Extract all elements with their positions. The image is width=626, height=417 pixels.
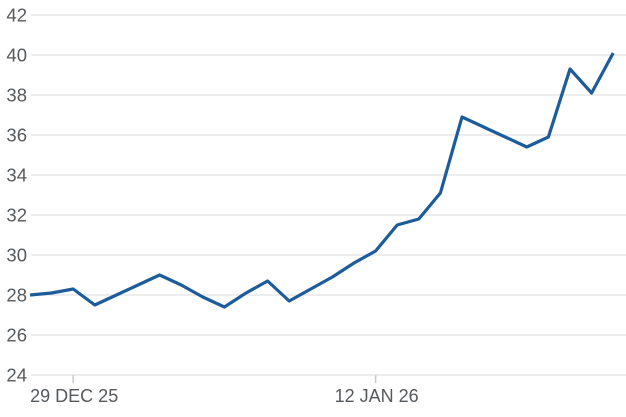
y-axis-label: 38 [6,85,27,106]
y-axis-label: 34 [6,165,27,186]
x-axis-label: 29 DEC 25 [30,386,118,406]
y-axis-label: 26 [6,325,27,346]
y-axis-label: 24 [6,365,27,386]
y-axis-label: 42 [6,5,27,26]
y-axis-label: 30 [6,245,27,266]
price-line [29,52,615,309]
y-axis-label: 36 [6,125,27,146]
x-axis-label: 12 JAN 26 [335,386,419,406]
y-axis-label: 32 [6,205,27,226]
y-axis-label: 28 [6,285,27,306]
y-axis-label: 40 [6,45,27,66]
